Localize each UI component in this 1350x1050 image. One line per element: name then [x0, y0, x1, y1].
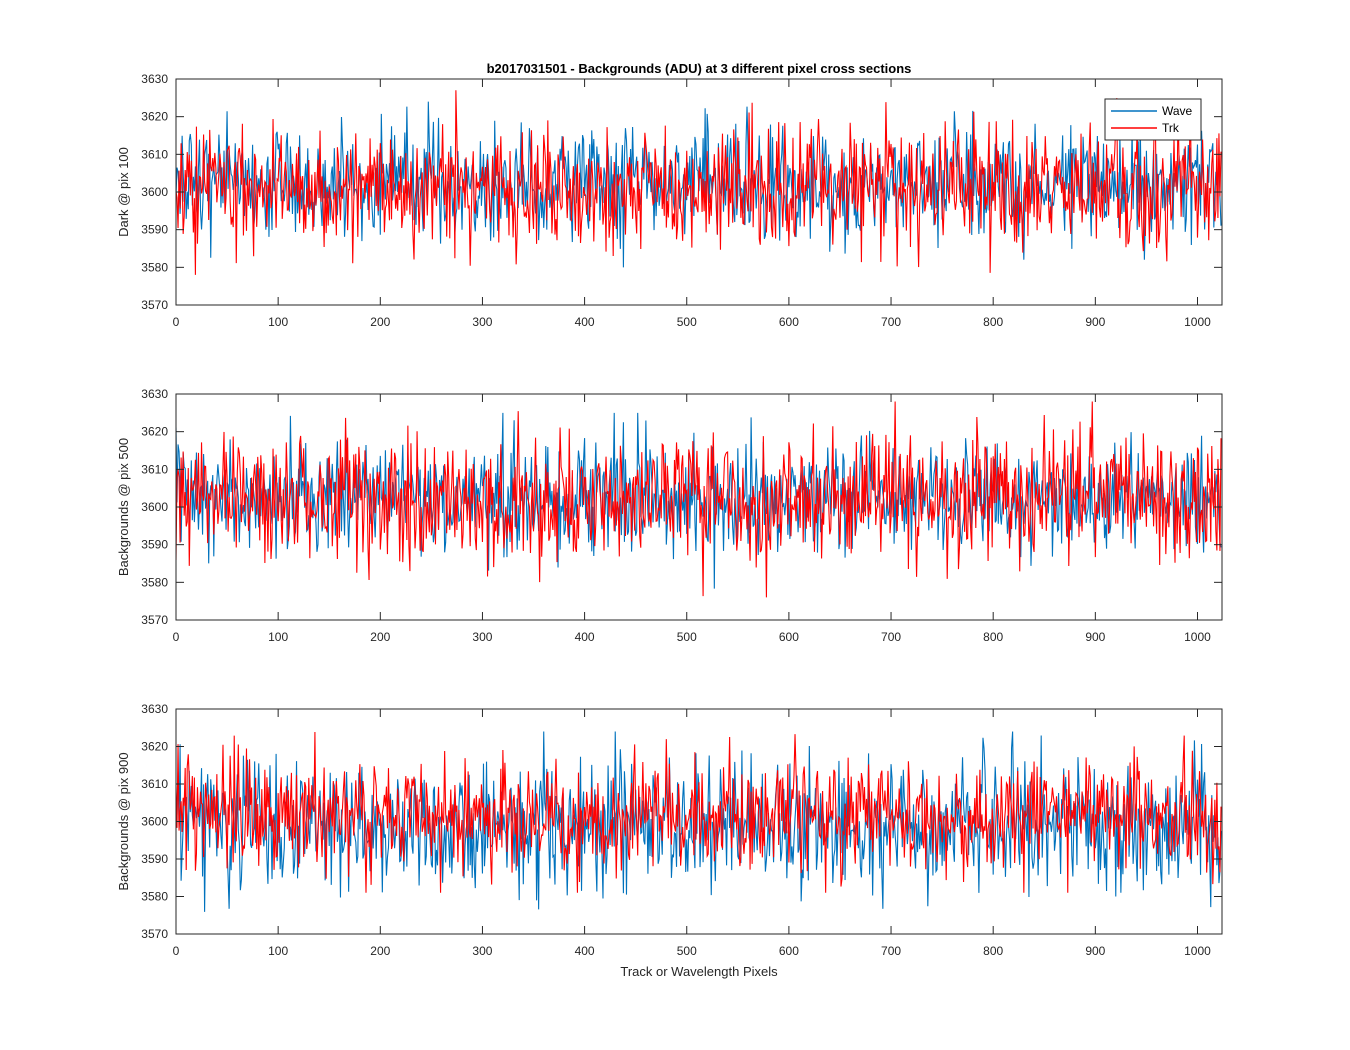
figure-title: b2017031501 - Backgrounds (ADU) at 3 dif…	[487, 61, 912, 76]
x-tick-label: 1000	[1184, 315, 1211, 329]
x-tick-label: 200	[370, 944, 390, 958]
x-tick-label: 500	[677, 630, 697, 644]
y-tick-label: 3620	[141, 425, 168, 439]
x-tick-label: 700	[881, 630, 901, 644]
legend-box	[1104, 98, 1202, 141]
panel-2: 0 100 200 300 400 500 600 700 800 900 1000 3570 3580…	[116, 387, 1223, 644]
y-tick-label: 3610	[141, 462, 168, 476]
y-tick-label: 3620	[141, 740, 168, 754]
y-tick-label: 3630	[141, 387, 168, 401]
x-tick-label: 500	[677, 944, 697, 958]
y-axis-label: Backgrounds @ pix 500	[116, 438, 131, 576]
panels: 0 100 200 300 400 500 600 700 800 900 100035703580…	[116, 72, 1223, 979]
x-tick-label: 200	[370, 315, 390, 329]
x-tick-label: 400	[575, 944, 595, 958]
y-tick-label: 3580	[141, 575, 168, 589]
legend-label-wave: Wave	[1162, 104, 1193, 118]
series-trk-line	[176, 90, 1222, 275]
y-axis-label: Backgrounds @ pix 900	[116, 752, 131, 890]
x-tick-label: 300	[472, 944, 492, 958]
x-tick-label: 900	[1085, 630, 1105, 644]
series-trk-line	[176, 401, 1222, 598]
y-tick-label: 3610	[141, 147, 168, 161]
x-tick-label: 900	[1085, 315, 1105, 329]
series-trk-line	[176, 732, 1222, 893]
x-tick-label: 100	[268, 315, 288, 329]
x-tick-label: 500	[677, 315, 697, 329]
y-tick-label: 3630	[141, 702, 168, 716]
y-tick-label: 3590	[141, 538, 168, 552]
y-axis-label: Dark @ pix 100	[116, 147, 131, 237]
y-tick-label: 3580	[141, 890, 168, 904]
x-tick-label: 700	[881, 315, 901, 329]
y-tick-label: 3580	[141, 260, 168, 274]
y-tick-label: 3590	[141, 852, 168, 866]
x-tick-label: 100	[268, 944, 288, 958]
panel-1: 0 100 200 300 400 500 600 700 800 900 1000 3570 3580…	[116, 72, 1223, 329]
x-tick-label: 600	[779, 630, 799, 644]
x-tick-label: 800	[983, 315, 1003, 329]
axes-box	[175, 393, 1223, 621]
x-axis-label: Track or Wavelength Pixels	[620, 964, 778, 979]
x-tick-label: 0	[173, 315, 180, 329]
y-tick-label: 3600	[141, 185, 168, 199]
x-tick-label: 800	[983, 944, 1003, 958]
legend: Wave Trk	[1104, 98, 1202, 141]
series-wave-line	[176, 731, 1222, 912]
x-tick-label: 100	[268, 630, 288, 644]
panel-3: 0 100 200 300 400 500 600 700 800 900 1000 3570 3580…	[116, 702, 1223, 979]
y-tick-label: 3620	[141, 110, 168, 124]
x-tick-label: 400	[575, 315, 595, 329]
x-tick-label: 400	[575, 630, 595, 644]
y-tick-label: 3570	[141, 613, 168, 627]
x-tick-label: 0	[173, 944, 180, 958]
y-tick-label: 3600	[141, 500, 168, 514]
x-tick-label: 300	[472, 315, 492, 329]
x-tick-label: 300	[472, 630, 492, 644]
y-tick-label: 3630	[141, 72, 168, 86]
y-tick-label: 3590	[141, 223, 168, 237]
legend-label-trk: Trk	[1162, 121, 1180, 135]
x-tick-label: 600	[779, 944, 799, 958]
x-tick-label: 200	[370, 630, 390, 644]
x-tick-label: 700	[881, 944, 901, 958]
y-tick-label: 3570	[141, 927, 168, 941]
x-tick-label: 1000	[1184, 630, 1211, 644]
x-tick-label: 0	[173, 630, 180, 644]
y-tick-label: 3610	[141, 777, 168, 791]
x-tick-label: 800	[983, 630, 1003, 644]
x-tick-label: 600	[779, 315, 799, 329]
y-tick-label: 3600	[141, 815, 168, 829]
y-tick-label: 3570	[141, 298, 168, 312]
series-wave-line	[176, 412, 1222, 589]
x-tick-label: 1000	[1184, 944, 1211, 958]
x-tick-label: 900	[1085, 944, 1105, 958]
